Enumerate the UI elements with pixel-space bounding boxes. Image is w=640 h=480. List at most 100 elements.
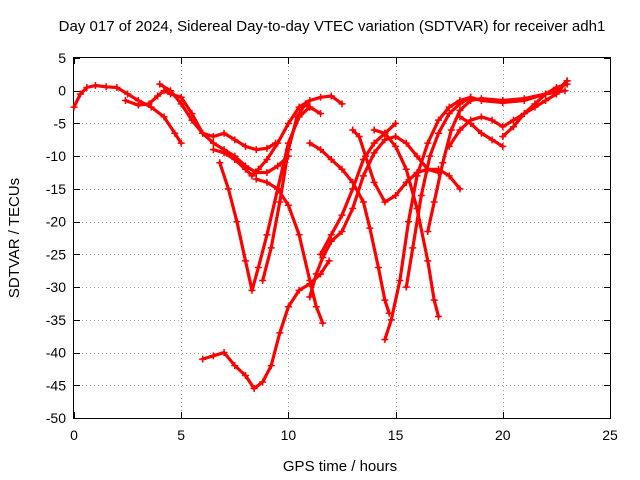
data-point-marker xyxy=(563,80,571,88)
data-point-marker xyxy=(295,286,303,294)
data-point-marker xyxy=(392,191,400,199)
data-point-marker xyxy=(242,165,250,173)
series-track-13 xyxy=(370,126,442,321)
data-point-marker xyxy=(381,198,389,206)
data-point-marker xyxy=(338,227,346,235)
data-point-marker xyxy=(445,172,453,180)
data-point-marker xyxy=(499,133,507,141)
data-point-marker xyxy=(295,103,303,111)
data-point-marker xyxy=(276,198,284,206)
data-point-marker xyxy=(259,277,267,285)
series-line xyxy=(308,141,391,315)
data-point-marker xyxy=(510,116,518,124)
data-point-marker xyxy=(263,178,271,186)
data-point-marker xyxy=(325,257,333,265)
data-point-marker xyxy=(209,139,217,147)
y-tick-label: -35 xyxy=(46,312,66,328)
series-track-19 xyxy=(499,80,571,141)
data-point-marker xyxy=(171,129,179,137)
data-point-marker xyxy=(113,83,121,91)
series-track-10 xyxy=(306,139,393,317)
data-point-marker xyxy=(216,159,224,167)
data-point-marker xyxy=(209,352,217,360)
data-point-marker xyxy=(430,198,438,206)
y-tick-label: -20 xyxy=(46,214,66,230)
data-point-marker xyxy=(370,149,378,157)
data-point-marker xyxy=(349,126,357,134)
data-point-marker xyxy=(252,175,260,183)
data-point-marker xyxy=(488,136,496,144)
data-point-marker xyxy=(445,110,453,118)
x-axis-label: GPS time / hours xyxy=(283,458,397,475)
y-tick-label: -50 xyxy=(46,410,66,426)
data-point-marker xyxy=(209,133,217,141)
data-point-marker xyxy=(267,362,275,370)
data-point-marker xyxy=(520,95,528,103)
data-point-marker xyxy=(499,142,507,150)
data-point-marker xyxy=(312,270,320,278)
data-point-marker xyxy=(306,277,314,285)
data-point-marker xyxy=(338,211,346,219)
data-point-marker xyxy=(370,139,378,147)
data-point-marker xyxy=(392,142,400,150)
data-point-marker xyxy=(477,95,485,103)
data-point-marker xyxy=(274,139,282,147)
data-point-marker xyxy=(439,159,447,167)
data-point-marker xyxy=(231,155,239,163)
data-point-marker xyxy=(284,201,292,209)
data-point-marker xyxy=(319,319,327,327)
data-point-marker xyxy=(188,116,196,124)
data-point-marker xyxy=(231,136,239,144)
data-point-marker xyxy=(392,119,400,127)
data-point-marker xyxy=(263,231,271,239)
y-tick-label: -45 xyxy=(46,377,66,393)
data-point-marker xyxy=(276,329,284,337)
plot-frame xyxy=(73,57,611,419)
data-point-marker xyxy=(499,97,507,105)
data-point-marker xyxy=(381,136,389,144)
data-point-marker xyxy=(242,257,250,265)
data-point-marker xyxy=(263,155,271,163)
data-point-marker xyxy=(499,123,507,131)
data-point-marker xyxy=(248,286,256,294)
data-point-marker xyxy=(274,185,282,193)
data-point-marker xyxy=(267,244,275,252)
data-point-marker xyxy=(242,371,250,379)
data-point-marker xyxy=(413,152,421,160)
x-tick-label: 15 xyxy=(388,427,404,443)
data-point-marker xyxy=(409,244,417,252)
data-point-marker xyxy=(477,113,485,121)
data-point-marker xyxy=(424,257,432,265)
data-point-marker xyxy=(349,185,357,193)
data-point-marker xyxy=(177,139,185,147)
data-point-marker xyxy=(424,227,432,235)
data-point-marker xyxy=(248,172,256,180)
data-point-marker xyxy=(312,303,320,311)
y-tick-label: 5 xyxy=(58,50,66,66)
series-line xyxy=(383,95,473,342)
data-point-marker xyxy=(306,103,314,111)
y-tick-label: -30 xyxy=(46,279,66,295)
data-point-marker xyxy=(263,169,271,177)
data-point-marker xyxy=(542,90,550,98)
data-point-marker xyxy=(209,146,217,154)
data-point-marker xyxy=(434,313,442,321)
data-point-marker xyxy=(76,90,84,98)
y-tick-label: -5 xyxy=(54,115,67,131)
series-line xyxy=(254,177,325,325)
series-track-7 xyxy=(199,257,333,393)
data-point-marker xyxy=(274,162,282,170)
data-point-marker xyxy=(70,103,78,111)
data-point-marker xyxy=(220,129,228,137)
x-tick-label: 5 xyxy=(177,427,185,443)
data-point-marker xyxy=(91,81,99,89)
data-point-marker xyxy=(254,165,262,173)
data-point-marker xyxy=(477,129,485,137)
chart-title: Day 017 of 2024, Sidereal Day-to-day VTE… xyxy=(59,18,606,35)
data-point-marker xyxy=(413,172,421,180)
data-point-marker xyxy=(355,133,363,141)
data-point-marker xyxy=(306,97,314,105)
data-point-marker xyxy=(145,100,153,108)
x-tick-label: 10 xyxy=(281,427,297,443)
